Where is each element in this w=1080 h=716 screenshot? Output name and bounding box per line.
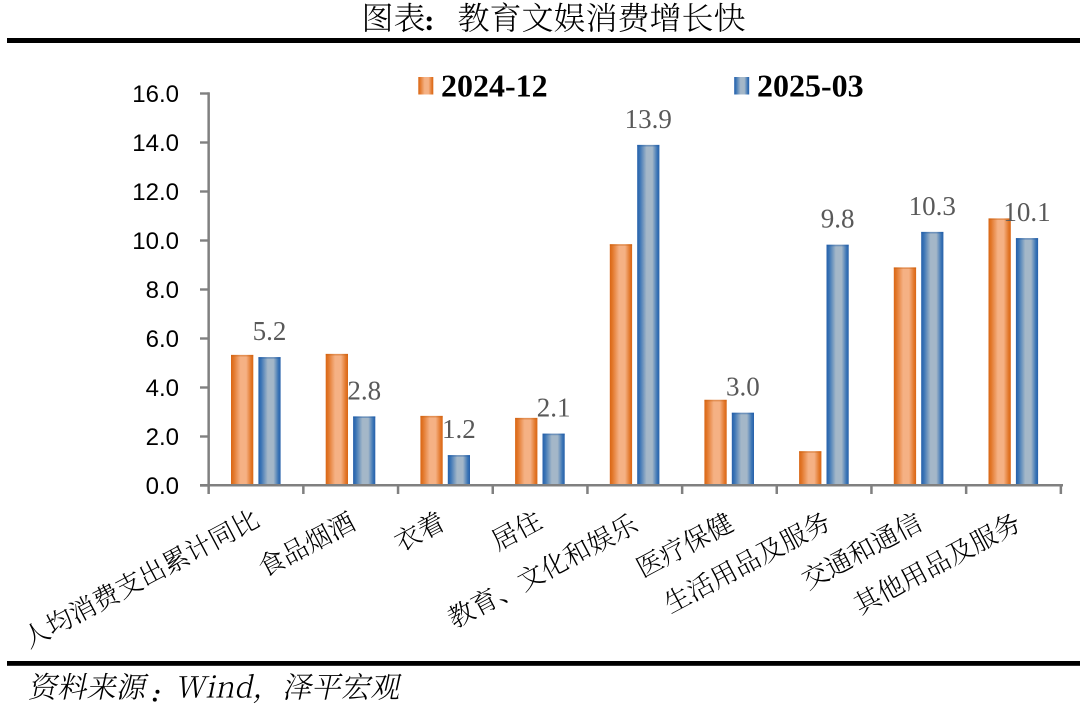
svg-text:13.9: 13.9 (625, 104, 672, 134)
svg-text:2024-12: 2024-12 (441, 68, 548, 104)
svg-text:2.8: 2.8 (347, 375, 381, 405)
svg-text:3.0: 3.0 (726, 372, 760, 402)
svg-text:4.0: 4.0 (146, 375, 179, 402)
svg-text:8.0: 8.0 (146, 277, 179, 304)
svg-text:12.0: 12.0 (132, 179, 179, 206)
svg-text:6.0: 6.0 (146, 326, 179, 353)
svg-text:2.1: 2.1 (537, 393, 571, 423)
svg-text:14.0: 14.0 (132, 130, 179, 157)
svg-text:0.0: 0.0 (146, 473, 179, 500)
svg-text:2025-03: 2025-03 (757, 68, 864, 104)
svg-text:10.3: 10.3 (909, 191, 956, 221)
svg-text:10.0: 10.0 (132, 228, 179, 255)
svg-text:1.2: 1.2 (442, 414, 476, 444)
svg-text:10.1: 10.1 (1003, 197, 1050, 227)
svg-text:9.8: 9.8 (821, 204, 855, 234)
svg-text:5.2: 5.2 (253, 316, 287, 346)
svg-text:16.0: 16.0 (132, 81, 179, 108)
svg-text:2.0: 2.0 (146, 424, 179, 451)
